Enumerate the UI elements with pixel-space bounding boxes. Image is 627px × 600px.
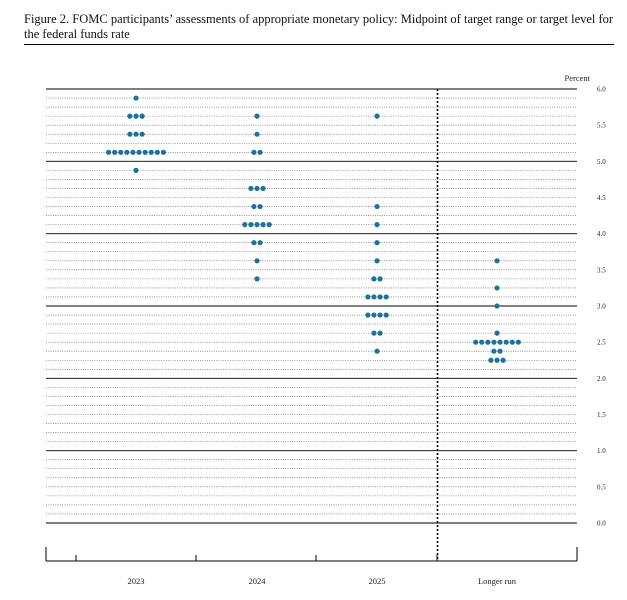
participant-dot <box>374 113 380 119</box>
x-category-label: 2025 <box>369 576 386 586</box>
participant-dot <box>494 258 500 264</box>
participant-dot <box>374 203 380 210</box>
y-tick-label: 5.0 <box>597 158 606 166</box>
participant-dot <box>105 149 112 155</box>
participant-dot <box>160 149 167 155</box>
participant-dot <box>497 339 503 345</box>
participant-dot <box>112 149 118 155</box>
participant-dot <box>377 312 383 318</box>
y-tick-label: 4.0 <box>597 230 606 238</box>
y-tick-label: 2.5 <box>597 339 606 347</box>
participant-dot <box>494 357 500 363</box>
participant-dot <box>509 339 515 345</box>
participant-dot <box>251 240 257 246</box>
participant-dot <box>133 167 139 173</box>
y-tick-label: 3.5 <box>597 266 606 274</box>
participant-dot <box>479 339 485 345</box>
participant-dot <box>248 185 254 192</box>
participant-dot <box>127 131 133 137</box>
participant-dot <box>254 131 260 137</box>
participant-dot <box>485 339 491 345</box>
x-category-label: 2024 <box>249 576 267 586</box>
x-category-label: Longer run <box>478 576 517 586</box>
participant-dot <box>257 240 263 246</box>
participant-dot <box>254 258 260 264</box>
participant-dot <box>251 149 257 155</box>
participant-dot <box>377 330 383 336</box>
y-tick-label: 6.0 <box>597 86 606 94</box>
participant-dot <box>374 258 380 264</box>
participant-dot <box>124 149 130 155</box>
y-tick-label: 0.0 <box>597 520 606 528</box>
y-tick-label: 2.0 <box>597 375 606 383</box>
y-tick-label: 1.5 <box>597 411 606 419</box>
participant-dot <box>139 131 145 137</box>
participant-dot <box>148 149 154 155</box>
figure-caption: Figure 2. FOMC participants’ assessments… <box>24 12 614 41</box>
caption-rule <box>24 44 614 45</box>
participant-dot <box>254 113 260 119</box>
participant-dot <box>251 203 257 210</box>
participant-dot <box>365 294 371 300</box>
participant-dot <box>142 149 148 155</box>
participant-dot <box>154 149 160 155</box>
participant-dot <box>377 294 383 300</box>
participant-dot <box>260 185 266 192</box>
x-category-label: 2023 <box>128 576 145 586</box>
participant-dot <box>383 294 389 300</box>
participant-dot <box>365 312 371 318</box>
participant-dot <box>257 149 263 155</box>
participant-dot <box>254 222 260 228</box>
participant-dot <box>515 339 521 345</box>
participant-dot <box>254 185 260 192</box>
participant-dot <box>491 339 497 345</box>
participant-dot <box>136 149 142 155</box>
participant-dot <box>257 203 263 210</box>
participant-dot <box>500 357 506 363</box>
participant-dot <box>254 276 260 282</box>
participant-dot <box>374 348 380 354</box>
participant-dot <box>371 330 377 336</box>
y-tick-label: 4.5 <box>597 194 606 202</box>
participant-dot <box>497 348 503 354</box>
y-tick-label: 0.5 <box>597 483 606 491</box>
y-tick-label: 5.5 <box>597 122 606 130</box>
participant-dot <box>374 240 380 246</box>
participant-dot <box>371 294 377 300</box>
participant-dot <box>383 312 389 318</box>
participant-dot <box>374 222 380 228</box>
y-tick-label: 1.0 <box>597 447 606 455</box>
participant-dot <box>139 113 145 119</box>
participant-dot <box>491 348 497 354</box>
participant-dot <box>242 222 248 228</box>
participant-dot <box>260 222 266 228</box>
participant-dot <box>248 222 254 228</box>
participant-dot <box>127 113 133 119</box>
participant-dot <box>494 330 500 336</box>
y-unit-label: Percent <box>565 73 591 83</box>
participant-dot <box>118 149 124 155</box>
participant-dot <box>473 339 479 345</box>
participant-dot <box>377 276 383 282</box>
participant-dot <box>494 303 500 309</box>
participant-dot <box>488 357 494 363</box>
participant-dot <box>503 339 509 345</box>
participant-dot <box>133 95 139 101</box>
participant-dot <box>133 131 139 137</box>
participant-dot <box>133 113 139 119</box>
participant-dot <box>494 285 500 291</box>
participant-dot <box>266 222 272 228</box>
participant-dot <box>371 312 377 318</box>
y-tick-label: 3.0 <box>597 303 606 311</box>
participant-dot <box>130 149 136 155</box>
participant-dot <box>371 276 377 282</box>
